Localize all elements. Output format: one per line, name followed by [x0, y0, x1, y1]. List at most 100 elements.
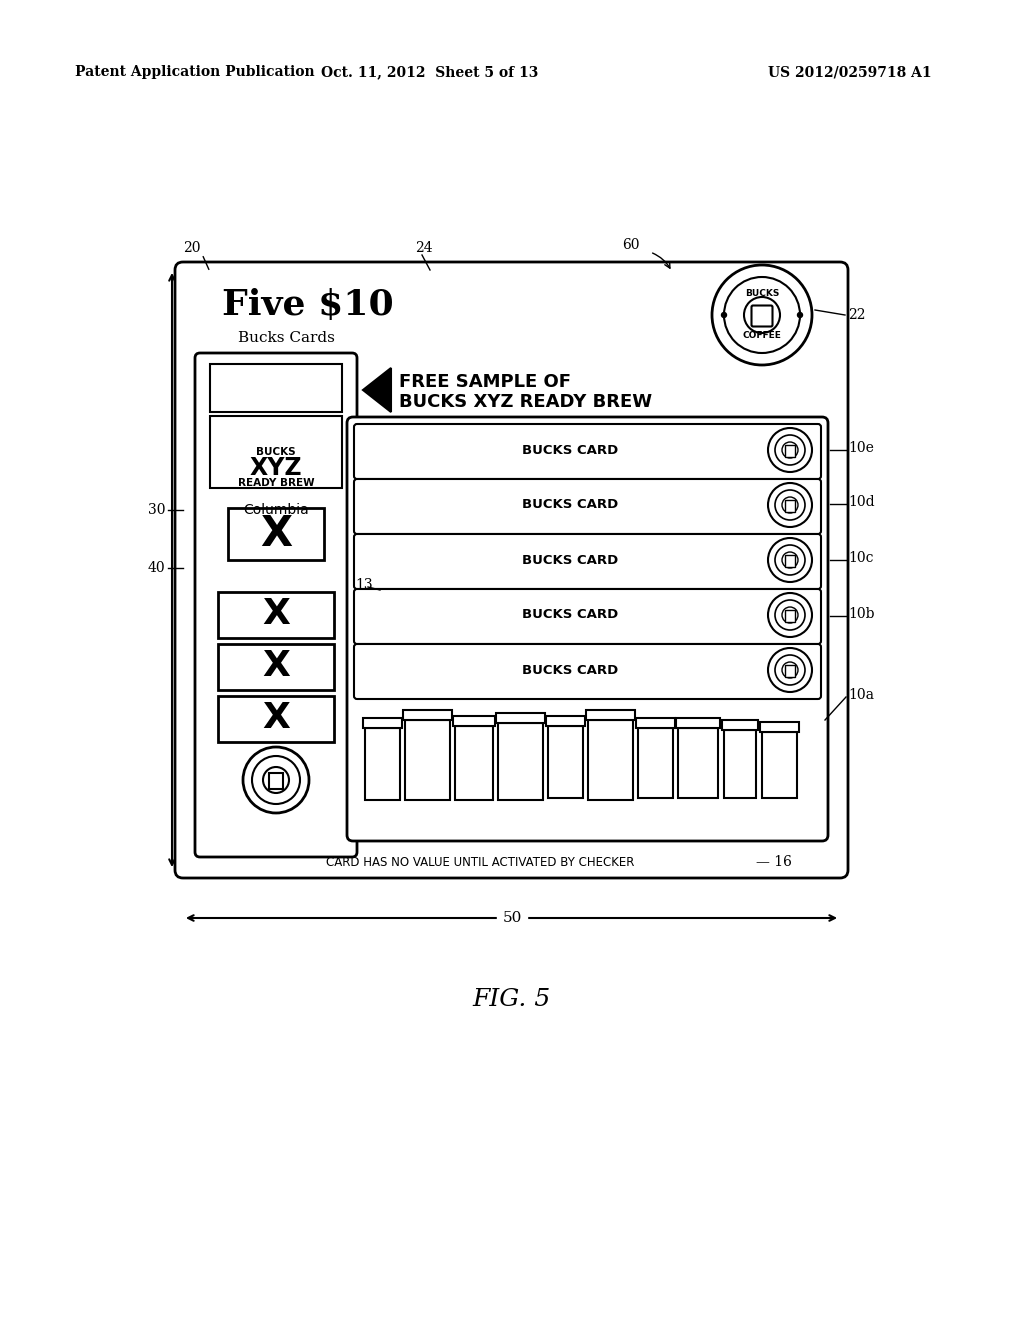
- FancyBboxPatch shape: [354, 535, 821, 589]
- Bar: [785, 610, 795, 622]
- Bar: [228, 508, 324, 560]
- Circle shape: [243, 747, 309, 813]
- Text: Patent Application Publication: Patent Application Publication: [75, 65, 314, 79]
- Bar: [722, 719, 758, 730]
- Bar: [453, 715, 495, 726]
- Polygon shape: [362, 368, 391, 412]
- Bar: [762, 733, 797, 799]
- FancyBboxPatch shape: [195, 352, 357, 857]
- Text: CARD HAS NO VALUE UNTIL ACTIVATED BY CHECKER: CARD HAS NO VALUE UNTIL ACTIVATED BY CHE…: [326, 855, 634, 869]
- Bar: [760, 722, 799, 733]
- Text: 10e: 10e: [848, 441, 873, 455]
- Text: — 16: — 16: [756, 855, 792, 869]
- Circle shape: [712, 265, 812, 366]
- Text: 22: 22: [848, 308, 865, 322]
- Bar: [269, 774, 283, 789]
- Circle shape: [775, 436, 805, 465]
- Circle shape: [252, 756, 300, 804]
- Text: READY BREW: READY BREW: [238, 478, 314, 488]
- Text: 10c: 10c: [848, 550, 873, 565]
- Bar: [496, 713, 545, 723]
- Circle shape: [263, 767, 289, 793]
- FancyBboxPatch shape: [752, 305, 772, 326]
- Bar: [546, 715, 585, 726]
- Bar: [403, 710, 452, 719]
- Bar: [785, 665, 795, 677]
- Circle shape: [768, 648, 812, 692]
- Circle shape: [775, 601, 805, 630]
- Text: US 2012/0259718 A1: US 2012/0259718 A1: [768, 65, 932, 79]
- FancyBboxPatch shape: [347, 417, 828, 841]
- Circle shape: [768, 593, 812, 638]
- Circle shape: [782, 498, 798, 513]
- Text: XYZ: XYZ: [250, 455, 302, 480]
- Bar: [362, 718, 402, 729]
- Text: BUCKS CARD: BUCKS CARD: [522, 609, 618, 622]
- Bar: [676, 718, 720, 729]
- Bar: [586, 710, 635, 719]
- Text: Five $10: Five $10: [222, 288, 394, 322]
- Text: X: X: [262, 597, 290, 631]
- Text: 50: 50: [503, 911, 521, 925]
- Circle shape: [724, 277, 800, 352]
- Text: 10d: 10d: [848, 495, 874, 510]
- Bar: [785, 445, 795, 457]
- Bar: [498, 723, 543, 800]
- Circle shape: [782, 552, 798, 568]
- Bar: [365, 729, 400, 800]
- Bar: [588, 719, 633, 800]
- Text: FREE SAMPLE OF: FREE SAMPLE OF: [399, 374, 571, 391]
- Text: 20: 20: [183, 242, 201, 255]
- Bar: [455, 726, 493, 800]
- Text: BUCKS: BUCKS: [256, 447, 296, 457]
- Text: 10a: 10a: [848, 688, 874, 702]
- Text: 30: 30: [148, 503, 166, 517]
- Text: Columbia: Columbia: [243, 503, 309, 517]
- Bar: [785, 500, 795, 512]
- Text: BUCKS CARD: BUCKS CARD: [522, 444, 618, 457]
- Text: X: X: [262, 701, 290, 735]
- Bar: [785, 554, 795, 568]
- Bar: [218, 696, 334, 742]
- Text: 10b: 10b: [848, 607, 874, 620]
- Bar: [638, 729, 673, 799]
- Text: X: X: [260, 513, 292, 554]
- Text: BUCKS XYZ READY BREW: BUCKS XYZ READY BREW: [399, 393, 652, 411]
- FancyBboxPatch shape: [354, 589, 821, 644]
- Text: BUCKS CARD: BUCKS CARD: [522, 664, 618, 676]
- FancyBboxPatch shape: [354, 644, 821, 700]
- Bar: [678, 729, 718, 799]
- Circle shape: [775, 490, 805, 520]
- Bar: [218, 591, 334, 638]
- Circle shape: [768, 483, 812, 527]
- Text: BUCKS CARD: BUCKS CARD: [522, 553, 618, 566]
- Circle shape: [798, 313, 803, 318]
- Circle shape: [775, 545, 805, 576]
- FancyBboxPatch shape: [175, 261, 848, 878]
- Circle shape: [768, 428, 812, 473]
- Circle shape: [775, 655, 805, 685]
- Circle shape: [782, 607, 798, 623]
- Text: COFFEE: COFFEE: [742, 330, 781, 339]
- Text: FIG. 5: FIG. 5: [473, 989, 551, 1011]
- Text: Bucks Cards: Bucks Cards: [238, 331, 335, 345]
- Circle shape: [768, 539, 812, 582]
- Bar: [218, 644, 334, 690]
- Bar: [636, 718, 675, 729]
- Bar: [406, 719, 450, 800]
- Bar: [724, 730, 756, 799]
- Circle shape: [744, 297, 780, 333]
- Bar: [548, 726, 583, 799]
- Circle shape: [782, 663, 798, 678]
- Text: 60: 60: [622, 238, 640, 252]
- Text: 13: 13: [355, 578, 373, 591]
- Text: BUCKS CARD: BUCKS CARD: [522, 499, 618, 511]
- Circle shape: [782, 442, 798, 458]
- Text: Oct. 11, 2012  Sheet 5 of 13: Oct. 11, 2012 Sheet 5 of 13: [322, 65, 539, 79]
- Text: X: X: [262, 649, 290, 682]
- Text: BUCKS: BUCKS: [744, 289, 779, 297]
- Circle shape: [722, 313, 726, 318]
- Text: 40: 40: [148, 561, 166, 576]
- FancyBboxPatch shape: [354, 479, 821, 535]
- Bar: [210, 416, 342, 488]
